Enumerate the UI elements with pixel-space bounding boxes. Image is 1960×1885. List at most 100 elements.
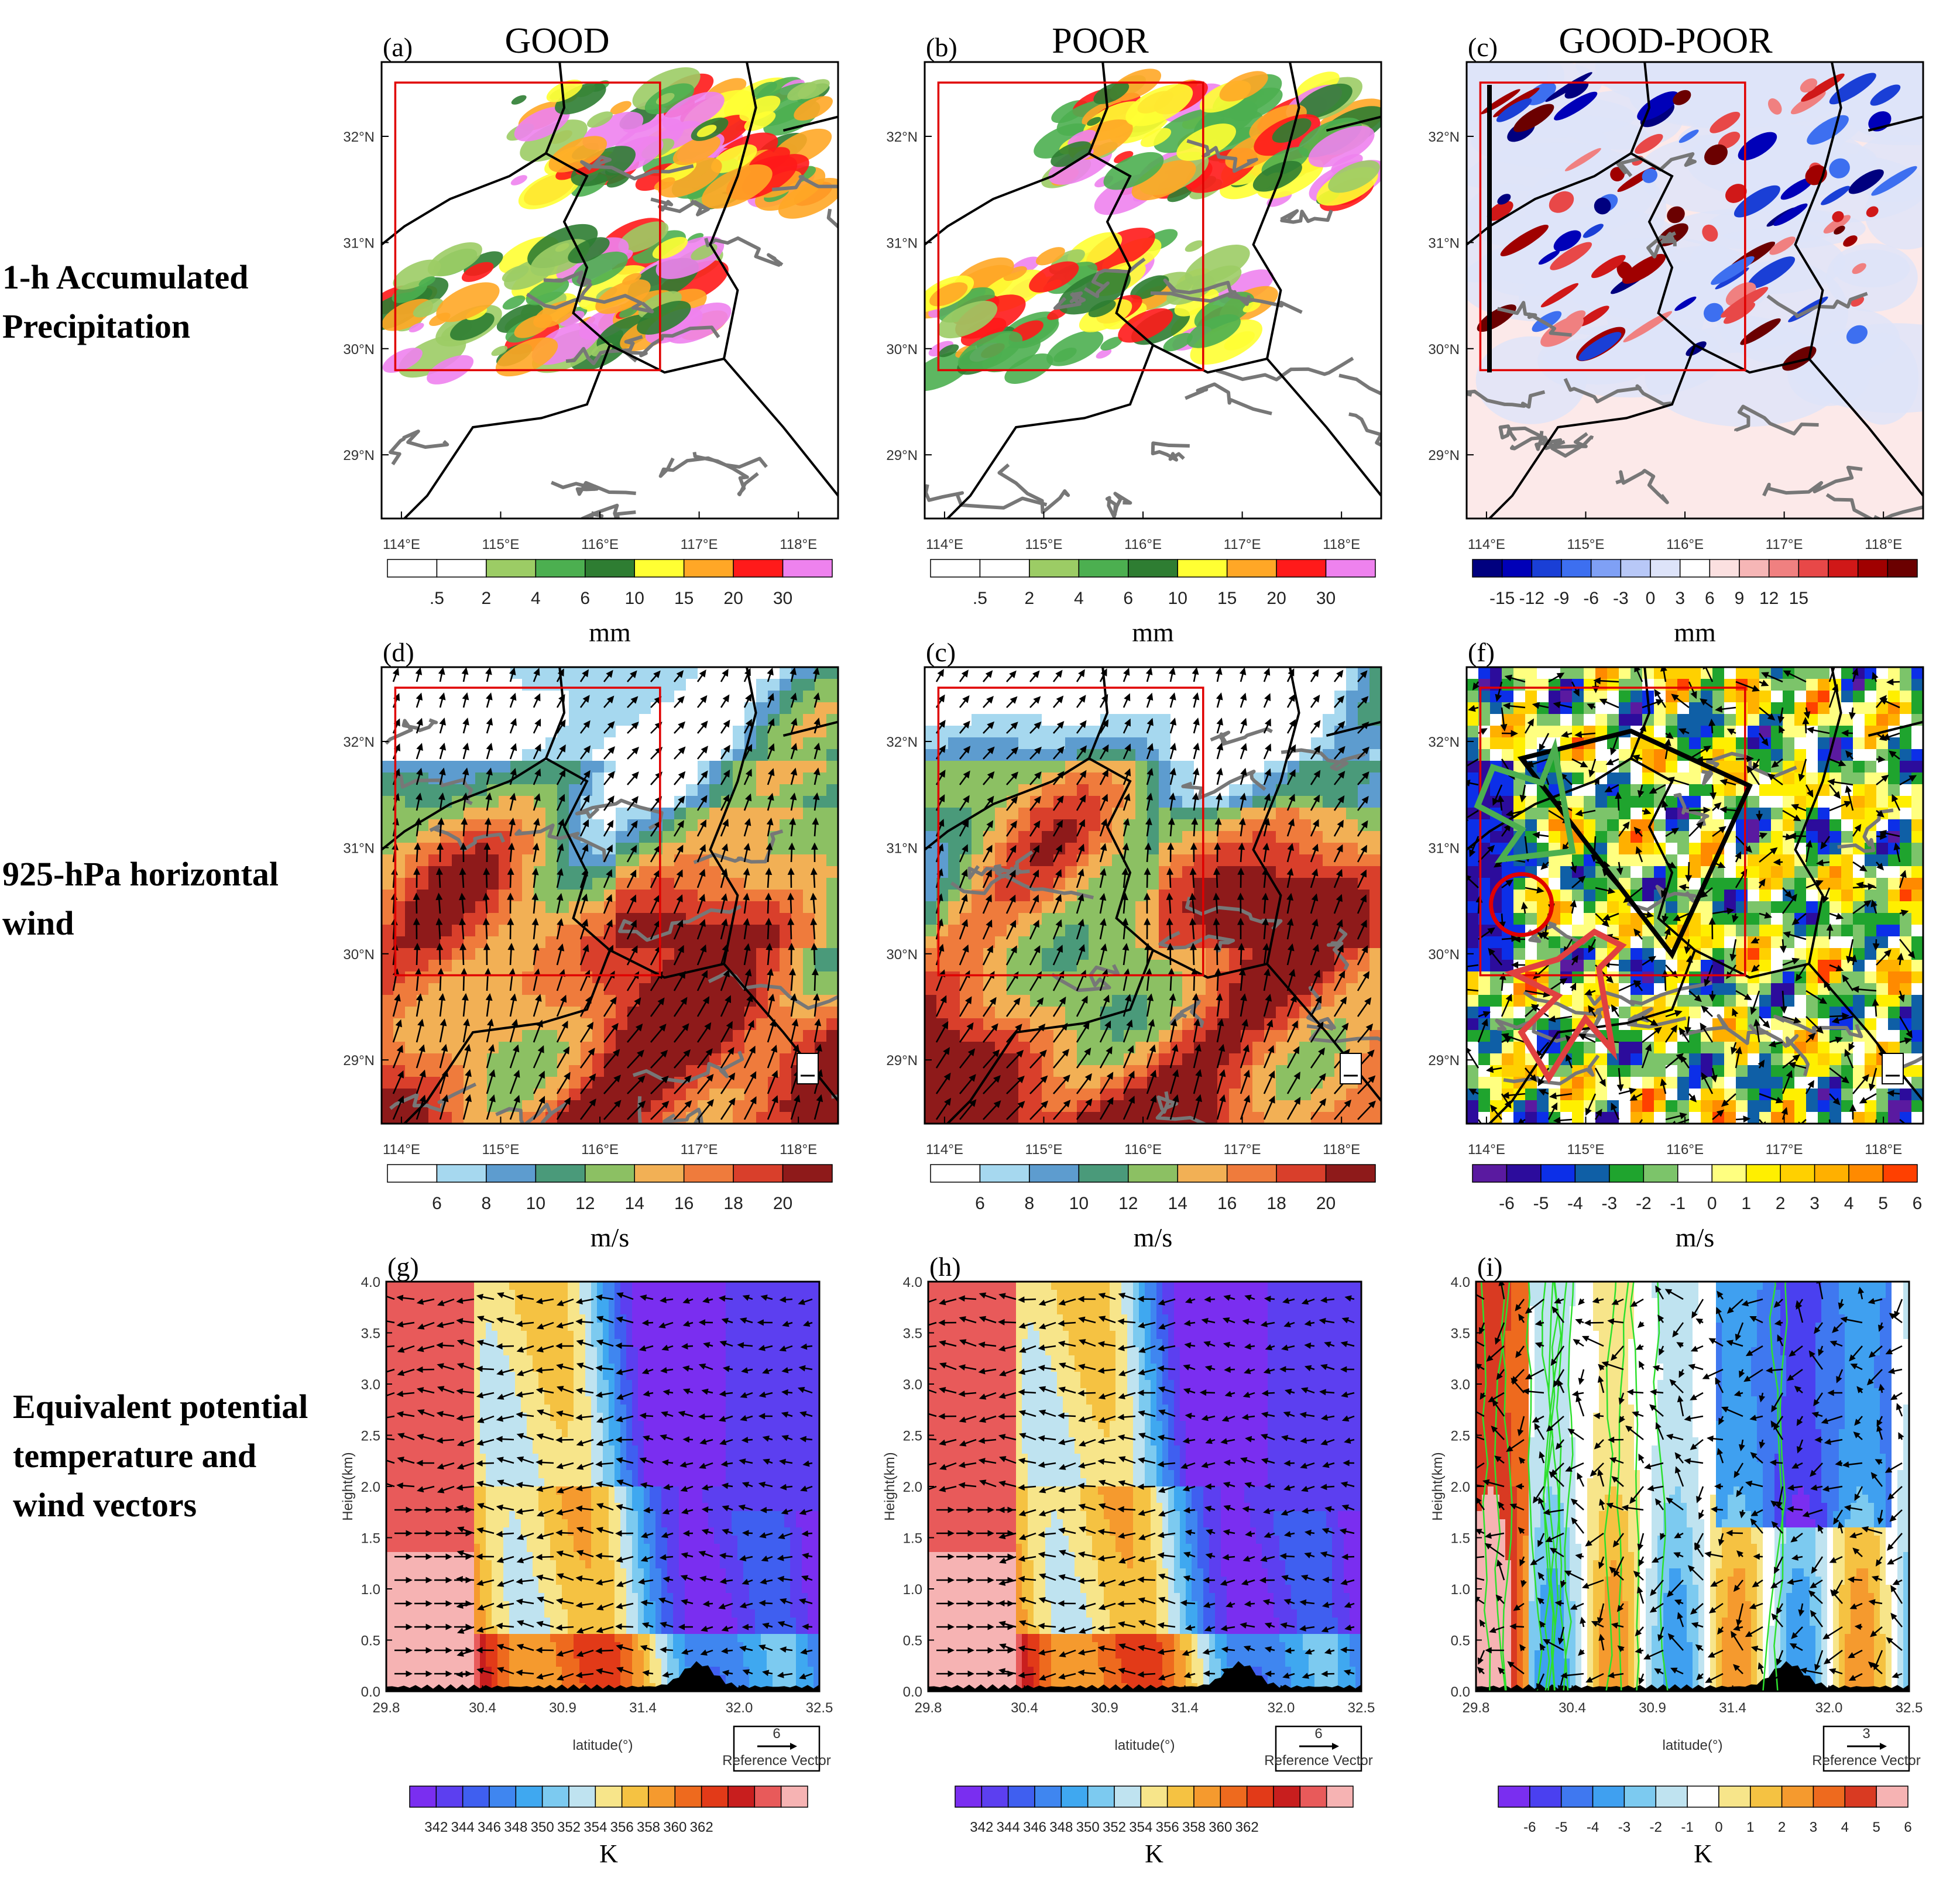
colorbar-swatch [1532,559,1561,577]
colorbar-tick-label: 15 [1217,589,1237,608]
plot-area [1455,661,1960,1142]
y-tick-label: 2.5 [361,1429,380,1444]
colorbar-tick-label: 6 [580,589,590,608]
colorbar-swatch [783,559,832,577]
colorbar-swatch [1141,1786,1167,1807]
y-tick-label: 1.5 [903,1531,922,1547]
wind-vector-head [1455,987,1460,991]
colorbar-tick-label: -3 [1618,1819,1631,1835]
lon-tick-label: 118°E [1323,1142,1360,1158]
plot-area [359,59,902,525]
colorbar-tick-label: -1 [1681,1819,1693,1835]
plot-area [925,667,1424,1126]
colorbar-tick-label: 6 [432,1194,442,1213]
colorbar-tick-label: 12 [1118,1194,1138,1213]
colorbar-swatch [1782,1786,1814,1807]
y-tick-label: 1.5 [1451,1531,1470,1547]
colorbar-swatch [387,1165,437,1182]
row-label-wind: 925-hPa horizontal wind [2,850,279,948]
x-tick-label: 32.5 [1896,1700,1923,1716]
colorbar-unit-label: mm [589,617,631,647]
colorbar-tick-label: 10 [1168,589,1187,608]
colorbar-tick-label: 352 [1103,1819,1126,1835]
lat-tick-label: 29°N [1428,448,1460,463]
colorbar-tick-label: 360 [663,1819,686,1835]
y-tick-label: 1.0 [361,1582,380,1598]
x-axis-label: latitude(°) [1115,1738,1175,1753]
colorbar-swatch [955,1786,981,1807]
colorbar-swatch [1650,559,1680,577]
colorbar-swatch [1061,1786,1087,1807]
colorbar-swatch [489,1786,516,1807]
x-tick-label: 30.4 [469,1700,496,1716]
colorbar-tick-label: 5 [1878,1194,1888,1213]
colorbar-tick-label: 2 [482,589,492,608]
y-tick-label: 3.5 [361,1326,380,1342]
lon-tick-label: 116°E [581,1142,619,1158]
lat-tick-label: 31°N [343,235,375,251]
colorbar-tick-label: -4 [1567,1194,1583,1213]
y-tick-label: 1.0 [1451,1582,1470,1598]
wind-vector-head [378,1345,382,1349]
wind-vector-head [1461,765,1467,770]
colorbar-swatch [1712,1165,1746,1182]
lon-tick-label: 118°E [1865,1142,1902,1158]
row-label-line: Precipitation [2,302,249,351]
colorbar-swatch [1326,559,1375,577]
colorbar-unit-label: mm [1674,617,1716,647]
colorbar-swatch [634,1165,684,1182]
colorbar-swatch [1128,559,1178,577]
colorbar-unit-label: mm [1132,617,1174,647]
colorbar-tick-label: 4 [1844,1194,1854,1213]
colorbar-swatch [463,1786,489,1807]
lat-tick-label: 32°N [1428,734,1460,750]
y-tick-label: 0.5 [903,1633,922,1649]
wind-vector-head [1470,1575,1474,1580]
colorbar-swatch [585,559,634,577]
colorbar-tick-label: -6 [1499,1194,1515,1213]
lon-tick-label: 116°E [1124,1142,1162,1158]
lat-tick-label: 31°N [886,235,918,251]
row-label-precipitation: 1-h Accumulated Precipitation [2,253,249,351]
reference-vector-value: 6 [1314,1726,1322,1742]
lon-tick-label: 117°E [1224,1142,1261,1158]
y-tick-label: 0.0 [361,1684,380,1700]
y-tick-label: 2.0 [903,1479,922,1495]
lon-tick-label: 116°E [581,537,619,552]
colorbar-tick-label: 348 [1049,1819,1073,1835]
colorbar-tick-label: 352 [557,1819,581,1835]
plot-area [378,1282,820,1692]
colorbar-swatch [585,1165,634,1182]
wind-vector-head [379,1395,384,1399]
colorbar-swatch [1746,1165,1780,1182]
colorbar-tick-label: -5 [1555,1819,1567,1835]
colorbar-swatch [410,1786,436,1807]
y-tick-label: 0.0 [903,1684,922,1700]
x-tick-label: 29.8 [373,1700,400,1716]
panel-letter: (c) [926,637,956,667]
lat-tick-label: 30°N [1428,342,1460,358]
colorbar-tick-label: 1 [1741,1194,1751,1213]
colorbar-tick-label: 6 [1705,589,1715,608]
y-tick-label: 2.0 [1451,1479,1470,1495]
reference-vector-caption: Reference Vector [722,1753,830,1769]
wind-vector-head [378,1319,383,1323]
colorbar-swatch [1591,559,1621,577]
lon-tick-label: 114°E [926,1142,963,1158]
colorbar-tick-label: -6 [1583,589,1599,608]
wind-vector-head [921,1302,926,1306]
colorbar-tick-label: 358 [637,1819,660,1835]
reference-vector-box [1882,1053,1903,1084]
colorbar-swatch [387,559,437,577]
colorbar-tick-label: -2 [1636,1194,1652,1213]
lat-tick-label: 32°N [886,129,918,145]
colorbar-swatch [1088,1786,1114,1807]
colorbar-swatch [1506,1165,1540,1182]
panel-letter: (d) [383,637,414,667]
colorbar-tick-label: -12 [1519,589,1544,608]
colorbar-unit-label: m/s [1134,1223,1172,1252]
